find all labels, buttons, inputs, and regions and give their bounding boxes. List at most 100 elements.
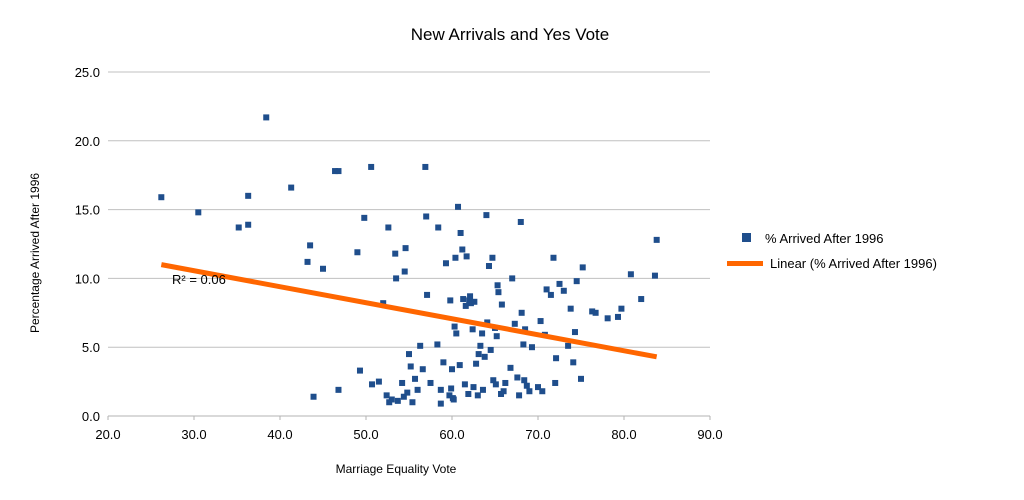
data-point xyxy=(427,379,434,386)
gridlines xyxy=(107,71,711,420)
data-point xyxy=(414,386,421,393)
data-point xyxy=(400,393,407,400)
data-point xyxy=(547,291,554,298)
data-point xyxy=(434,341,441,348)
legend: % Arrived After 1996 Linear (% Arrived A… xyxy=(727,231,937,271)
data-point xyxy=(653,236,660,243)
data-point xyxy=(404,389,411,396)
x-tick-label: 90.0 xyxy=(697,427,722,442)
data-point xyxy=(380,300,387,307)
data-point xyxy=(565,342,572,349)
data-point xyxy=(492,381,499,388)
data-point xyxy=(638,296,645,303)
data-point xyxy=(477,342,484,349)
data-point xyxy=(394,397,401,404)
x-tick-label: 60.0 xyxy=(439,427,464,442)
data-point xyxy=(245,221,252,228)
data-point xyxy=(494,282,501,289)
data-point xyxy=(614,313,621,320)
data-point xyxy=(361,214,368,221)
data-point xyxy=(195,209,202,216)
data-point xyxy=(589,308,596,315)
data-point xyxy=(470,384,477,391)
data-point xyxy=(437,400,444,407)
data-point xyxy=(392,250,399,257)
x-tick-label: 40.0 xyxy=(267,427,292,442)
data-point xyxy=(417,342,424,349)
data-point xyxy=(627,271,634,278)
y-tick-label: 5.0 xyxy=(82,340,100,355)
data-point xyxy=(335,386,342,393)
data-point xyxy=(511,320,518,327)
x-tick-label: 30.0 xyxy=(181,427,206,442)
data-point xyxy=(320,265,326,272)
data-point xyxy=(460,296,467,303)
data-point xyxy=(573,278,580,285)
data-point xyxy=(448,385,455,392)
data-point xyxy=(335,168,342,175)
data-point xyxy=(419,366,426,373)
data-point xyxy=(369,381,376,388)
data-point xyxy=(435,224,442,231)
data-point xyxy=(537,318,544,325)
data-point xyxy=(487,346,494,353)
trendline xyxy=(160,262,658,360)
data-point xyxy=(368,163,375,170)
data-point xyxy=(579,264,586,271)
data-point xyxy=(481,353,488,360)
data-point xyxy=(514,374,521,381)
data-point xyxy=(604,315,611,322)
data-point xyxy=(498,301,505,308)
trendline-group xyxy=(160,262,658,360)
data-point xyxy=(521,377,528,384)
data-point xyxy=(375,378,382,385)
data-point xyxy=(459,246,466,253)
data-point xyxy=(560,287,567,294)
data-point xyxy=(158,194,165,201)
data-point xyxy=(463,253,470,260)
data-point xyxy=(471,298,478,305)
data-point xyxy=(473,360,480,367)
data-point xyxy=(483,212,490,219)
data-point xyxy=(507,364,514,371)
x-tick-label: 80.0 xyxy=(611,427,636,442)
data-point xyxy=(310,393,317,400)
data-point xyxy=(490,377,497,384)
data-point xyxy=(440,359,447,366)
data-point xyxy=(578,375,584,382)
data-point xyxy=(567,305,574,312)
x-tick-label: 20.0 xyxy=(95,427,120,442)
data-point xyxy=(356,367,363,374)
data-point xyxy=(543,286,550,293)
data-point xyxy=(522,326,529,333)
data-point xyxy=(475,351,482,358)
data-point xyxy=(520,341,527,348)
data-point xyxy=(409,399,416,406)
data-point xyxy=(461,381,468,388)
data-point xyxy=(556,280,563,287)
y-axis-label: Percentage Arrived After 1996 xyxy=(28,173,42,333)
y-tick-labels: 0.0 5.0 10.0 15.0 20.0 25.0 xyxy=(75,65,100,424)
data-point xyxy=(523,382,530,389)
data-point xyxy=(450,396,457,403)
data-point xyxy=(469,326,476,333)
data-points xyxy=(158,114,660,407)
data-point xyxy=(651,272,658,279)
data-point xyxy=(245,192,252,199)
data-point xyxy=(479,330,486,337)
legend-marker-points xyxy=(742,233,751,242)
data-point xyxy=(502,379,509,386)
data-point xyxy=(479,386,486,393)
data-point xyxy=(516,392,523,399)
data-point xyxy=(500,388,507,395)
data-point xyxy=(456,362,463,369)
data-point xyxy=(423,213,430,220)
data-point xyxy=(288,184,295,191)
data-point xyxy=(437,386,444,393)
data-point xyxy=(552,379,559,386)
data-point xyxy=(592,309,599,316)
data-point xyxy=(449,366,455,373)
data-point xyxy=(304,258,311,265)
data-point xyxy=(383,392,390,399)
